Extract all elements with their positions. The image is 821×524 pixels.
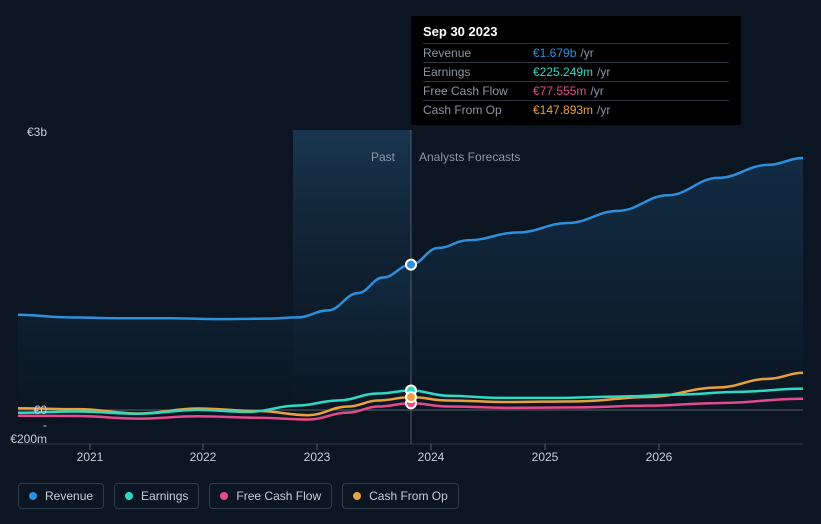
tooltip-marker-cfo bbox=[406, 392, 416, 402]
legend-item-cash-from-op[interactable]: Cash From Op bbox=[342, 483, 459, 509]
legend-dot-icon bbox=[220, 492, 228, 500]
tooltip-value: €77.555m bbox=[533, 84, 586, 98]
legend-item-earnings[interactable]: Earnings bbox=[114, 483, 199, 509]
legend-dot-icon bbox=[353, 492, 361, 500]
legend-label: Revenue bbox=[45, 489, 93, 503]
tooltip-label: Earnings bbox=[423, 65, 533, 79]
x-axis-tick: 2026 bbox=[646, 450, 673, 464]
tooltip-label: Revenue bbox=[423, 46, 533, 60]
y-axis-tick: -€200m bbox=[10, 418, 47, 446]
legend-label: Free Cash Flow bbox=[236, 489, 321, 503]
x-axis-tick: 2025 bbox=[532, 450, 559, 464]
tooltip-unit: /yr bbox=[590, 84, 603, 98]
tooltip-value: €225.249m bbox=[533, 65, 593, 79]
y-axis-tick: €0 bbox=[34, 403, 47, 417]
x-axis-tick: 2021 bbox=[77, 450, 104, 464]
y-axis-tick: €3b bbox=[27, 125, 47, 139]
tooltip-row: Earnings€225.249m/yr bbox=[423, 62, 729, 81]
legend-item-revenue[interactable]: Revenue bbox=[18, 483, 104, 509]
tooltip-row: Revenue€1.679b/yr bbox=[423, 43, 729, 62]
tooltip-date: Sep 30 2023 bbox=[423, 24, 729, 39]
x-axis-tick: 2022 bbox=[190, 450, 217, 464]
tooltip-row: Cash From Op€147.893m/yr bbox=[423, 100, 729, 119]
legend-label: Cash From Op bbox=[369, 489, 448, 503]
chart-tooltip: Sep 30 2023 Revenue€1.679b/yrEarnings€22… bbox=[411, 16, 741, 125]
chart-legend: Revenue Earnings Free Cash Flow Cash From O… bbox=[18, 483, 459, 509]
tooltip-value: €1.679b bbox=[533, 46, 576, 60]
legend-dot-icon bbox=[125, 492, 133, 500]
legend-dot-icon bbox=[29, 492, 37, 500]
past-region-label: Past bbox=[371, 150, 395, 164]
tooltip-row: Free Cash Flow€77.555m/yr bbox=[423, 81, 729, 100]
financial-forecast-chart: €3b€0-€200m 202120222023202420252026 Pas… bbox=[18, 0, 803, 524]
tooltip-unit: /yr bbox=[597, 65, 610, 79]
tooltip-marker-revenue bbox=[406, 260, 416, 270]
tooltip-value: €147.893m bbox=[533, 103, 593, 117]
tooltip-label: Free Cash Flow bbox=[423, 84, 533, 98]
legend-label: Earnings bbox=[141, 489, 188, 503]
legend-item-free-cash-flow[interactable]: Free Cash Flow bbox=[209, 483, 332, 509]
tooltip-label: Cash From Op bbox=[423, 103, 533, 117]
tooltip-unit: /yr bbox=[597, 103, 610, 117]
x-axis-tick: 2023 bbox=[304, 450, 331, 464]
forecast-region-label: Analysts Forecasts bbox=[419, 150, 520, 164]
x-axis-tick: 2024 bbox=[418, 450, 445, 464]
tooltip-unit: /yr bbox=[580, 46, 593, 60]
